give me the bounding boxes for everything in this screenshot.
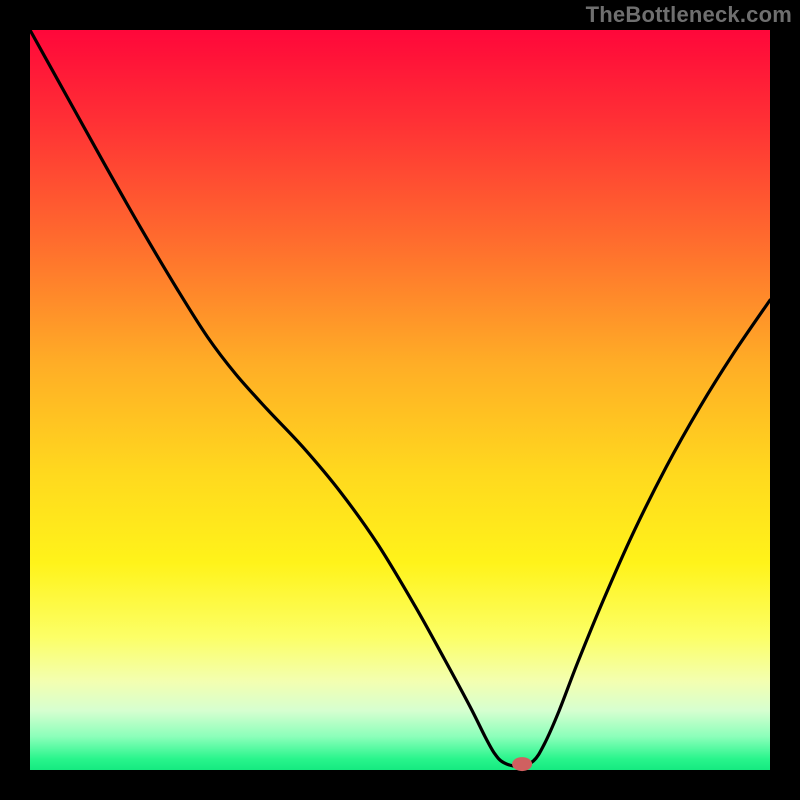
optimal-marker <box>512 757 532 771</box>
bottleneck-chart <box>0 0 800 800</box>
chart-frame: TheBottleneck.com <box>0 0 800 800</box>
chart-gradient-bg <box>30 30 770 770</box>
watermark-text: TheBottleneck.com <box>586 2 792 28</box>
